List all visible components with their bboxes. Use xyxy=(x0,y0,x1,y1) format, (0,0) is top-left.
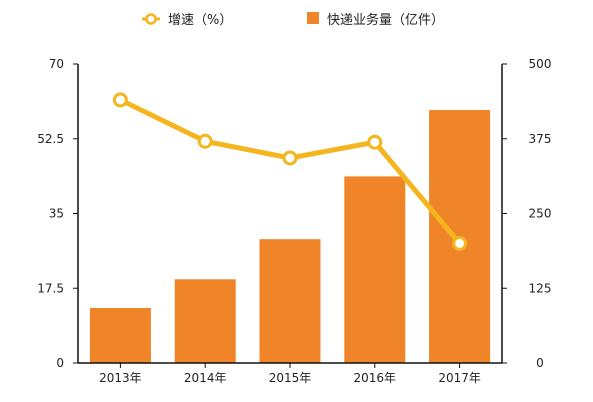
legend: 增速（%） 快递业务量（亿件） xyxy=(142,12,444,28)
y-left-tick-label: 52.5 xyxy=(37,132,64,146)
growth-point-2015年 xyxy=(282,150,298,166)
legend-marker-swatch xyxy=(145,13,157,25)
legend-bar-swatch xyxy=(307,12,319,24)
growth-point-2013年 xyxy=(112,92,128,108)
x-tick-label: 2016年 xyxy=(354,371,397,385)
x-tick-label: 2013年 xyxy=(99,371,142,385)
y-right-tick-label: 250 xyxy=(529,207,552,221)
x-tick-label: 2014年 xyxy=(184,371,227,385)
y-left-tick-label: 0 xyxy=(56,356,64,370)
legend-item-bar: 快递业务量（亿件） xyxy=(307,12,444,28)
y-left-tick-label: 35 xyxy=(49,207,64,221)
x-tick-label: 2015年 xyxy=(269,371,312,385)
y-right-tick-label: 375 xyxy=(529,132,552,146)
legend-line-label: 增速（%） xyxy=(168,13,232,28)
y-right-tick-label: 500 xyxy=(529,57,552,71)
bar-2016年 xyxy=(344,176,406,363)
growth-line xyxy=(117,97,463,246)
bar-2015年 xyxy=(259,239,321,363)
growth-point-2016年 xyxy=(367,134,383,150)
y-left-tick-label: 70 xyxy=(49,57,64,71)
bar-2013年 xyxy=(89,308,151,363)
legend-bar-label: 快递业务量（亿件） xyxy=(327,12,444,28)
plot-area: 0 17.5 35 52.5 70 0 125 250 375 500 2013年 2014年 2015… xyxy=(37,57,551,385)
growth-point-2017年 xyxy=(452,235,468,251)
legend-item-line: 增速（%） xyxy=(142,13,232,28)
y-left-tick-label: 17.5 xyxy=(37,281,64,295)
x-tick-label: 2017年 xyxy=(438,371,481,385)
y-right-tick-label: 125 xyxy=(529,281,552,295)
bar-2014年 xyxy=(174,279,236,363)
growth-point-2014年 xyxy=(197,133,213,149)
y-right-tick-label: 0 xyxy=(536,356,544,370)
